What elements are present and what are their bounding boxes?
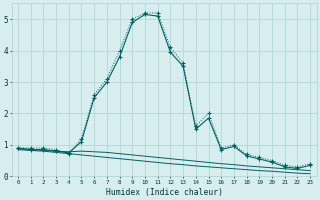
X-axis label: Humidex (Indice chaleur): Humidex (Indice chaleur): [106, 188, 222, 197]
